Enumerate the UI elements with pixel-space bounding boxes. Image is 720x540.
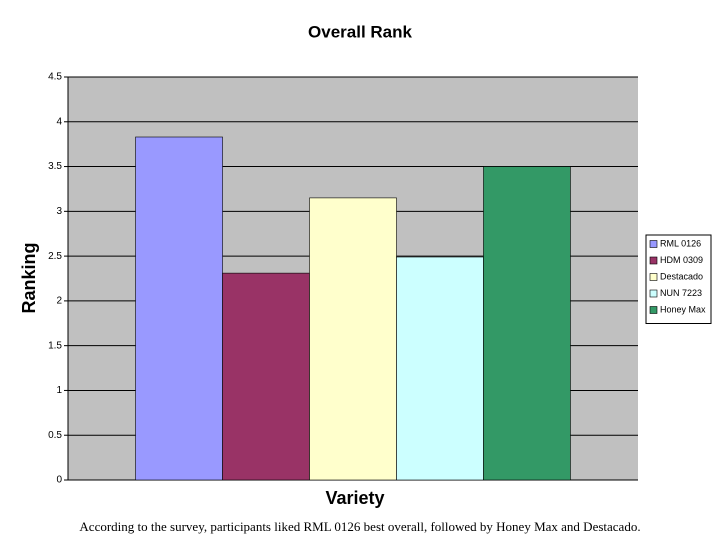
y-tick-label: 3.5	[48, 161, 62, 172]
y-tick-label: 4	[56, 116, 62, 127]
x-axis-title: Variety	[325, 488, 384, 508]
y-tick-label: 1	[56, 385, 62, 396]
y-tick-label: 0	[56, 475, 62, 486]
y-tick-label: 0.5	[48, 430, 62, 441]
legend-swatch	[649, 289, 658, 298]
legend-label: HDM 0309	[660, 255, 703, 265]
y-tick-label: 2.5	[48, 251, 62, 262]
y-axis-title: Ranking	[19, 242, 39, 313]
bar	[483, 166, 571, 481]
legend-label: RML 0126	[660, 238, 701, 248]
legend-label: Honey Max	[660, 304, 706, 314]
legend-swatch	[649, 306, 658, 314]
legend-label: NUN 7223	[660, 288, 702, 298]
caption: According to the survey, participants li…	[79, 519, 640, 534]
bar	[135, 136, 223, 481]
y-tick-label: 3	[56, 206, 62, 217]
bar	[309, 197, 397, 481]
y-tick-label: 2	[56, 296, 62, 307]
chart-title: Overall Rank	[308, 22, 412, 41]
legend-swatch	[649, 273, 658, 281]
legend-label: Destacado	[660, 271, 703, 281]
bar	[396, 256, 484, 481]
legend-swatch	[649, 256, 658, 265]
legend-swatch	[649, 240, 658, 248]
y-tick-label: 4.5	[48, 72, 62, 83]
y-tick-label: 1.5	[48, 340, 62, 351]
bar	[222, 272, 310, 481]
